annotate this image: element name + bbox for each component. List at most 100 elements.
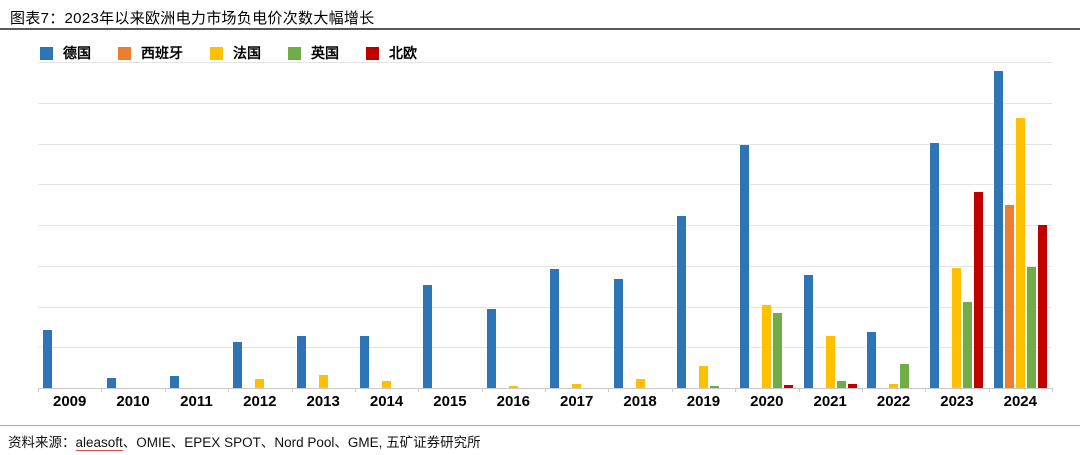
source-divider	[0, 425, 1080, 426]
bar-germany-2014	[360, 335, 370, 388]
bar-germany-2016	[486, 308, 496, 388]
bar-france-2023	[952, 268, 962, 388]
bar-germany-2019	[676, 216, 686, 388]
bar-nordic-2023	[974, 192, 984, 388]
x-axis-tick	[798, 388, 800, 392]
legend-item-spain: 西班牙	[118, 43, 183, 63]
bar-france-2020	[762, 304, 772, 388]
source-prefix: 资料来源：	[8, 435, 76, 450]
legend-swatch-spain	[118, 46, 131, 60]
bar-uk-2019	[709, 386, 719, 388]
figure-title: 图表7：2023年以来欧洲电力市场负电价次数大幅增长	[10, 10, 375, 27]
x-axis-label-2012: 2012	[243, 393, 277, 410]
bar-germany-2012	[233, 342, 243, 388]
chart-legend: 德国 西班牙 法国 英国 北欧	[40, 43, 417, 63]
bar-france-2017	[572, 383, 582, 388]
bar-france-2024	[1015, 118, 1025, 388]
bar-germany-2022	[867, 331, 877, 388]
legend-label-spain: 西班牙	[141, 45, 183, 61]
x-axis-tick	[481, 388, 483, 392]
legend-swatch-germany	[40, 46, 53, 60]
x-axis-tick	[545, 388, 546, 392]
x-axis-label-2015: 2015	[433, 393, 467, 410]
legend-item-nordic: 北欧	[366, 43, 417, 63]
gridline-50	[38, 347, 1052, 349]
legend-item-germany: 德国	[40, 43, 91, 63]
legend-label-france: 法国	[233, 45, 261, 61]
title-divider	[0, 28, 1080, 30]
bar-france-2019	[698, 366, 708, 388]
x-axis-label-2024: 2024	[1003, 393, 1037, 410]
x-axis-tick	[608, 388, 610, 392]
bar-uk-2020	[773, 313, 783, 388]
x-axis-label-2011: 2011	[180, 393, 213, 410]
legend-swatch-france	[210, 46, 223, 60]
bar-uk-2024	[1026, 267, 1036, 388]
bar-nordic-2020	[784, 384, 794, 388]
gridline-400	[38, 62, 1052, 63]
bar-germany-2021	[803, 274, 813, 388]
bar-uk-2022	[900, 363, 910, 388]
bar-germany-2024	[993, 70, 1003, 388]
bar-france-2022	[889, 383, 899, 388]
x-axis-label-2021: 2021	[813, 393, 847, 410]
legend-label-nordic: 北欧	[389, 45, 417, 61]
x-axis-tick	[291, 388, 293, 392]
bar-germany-2018	[613, 278, 623, 388]
legend-label-germany: 德国	[63, 45, 91, 61]
gridline-300	[38, 143, 1052, 145]
x-axis-label-2009: 2009	[53, 393, 87, 410]
x-axis-label-2023: 2023	[940, 393, 974, 410]
bar-germany-2013	[296, 335, 306, 388]
bar-france-2013	[318, 374, 328, 388]
bar-uk-2021	[836, 381, 846, 388]
x-axis-tick	[164, 388, 166, 392]
gridline-150	[38, 265, 1052, 267]
bar-france-2018	[635, 379, 645, 388]
x-axis-tick	[735, 388, 737, 392]
x-axis-label-2016: 2016	[496, 393, 530, 410]
bar-france-2014	[382, 380, 392, 388]
gridline-200	[38, 225, 1052, 226]
bar-germany-2020	[740, 145, 750, 388]
bar-france-2021	[825, 335, 835, 388]
x-axis-label-2020: 2020	[750, 393, 784, 410]
x-axis-label-2014: 2014	[369, 393, 404, 410]
x-axis-tick	[354, 388, 356, 392]
bar-nordic-2021	[847, 383, 857, 388]
gridline-350	[38, 102, 1052, 104]
x-axis-tick	[988, 388, 990, 392]
legend-swatch-nordic	[366, 46, 379, 60]
bar-uk-2023	[963, 301, 973, 388]
bar-chart-plot-area: 2009 2010 2011 2012 2013 2014 2015 2016 2017 2018…	[38, 62, 1053, 410]
x-axis-tick	[1052, 388, 1053, 392]
bar-france-2016	[508, 385, 518, 388]
x-axis-label-2019: 2019	[686, 393, 721, 410]
gridline-100	[38, 306, 1052, 308]
bar-germany-2011	[169, 375, 179, 388]
x-axis-tick	[671, 388, 673, 392]
source-suffix: 、OMIE、EPEX SPOT、Nord Pool、GME, 五矿证券研究所	[122, 435, 481, 450]
x-axis-tick	[101, 388, 103, 392]
x-axis-label-2010: 2010	[116, 393, 150, 410]
x-axis-tick	[861, 388, 863, 392]
bar-nordic-2024	[1037, 225, 1047, 388]
x-axis-label-2013: 2013	[306, 393, 340, 410]
x-axis-tick	[925, 388, 927, 392]
gridline-250	[38, 184, 1052, 186]
legend-swatch-uk	[288, 46, 301, 60]
x-axis-tick	[228, 388, 230, 392]
bar-germany-2023	[930, 142, 940, 388]
x-axis-label-2022: 2022	[876, 393, 911, 410]
bar-germany-2010	[106, 378, 116, 388]
source-line: 资料来源：aleasoft、OMIE、EPEX SPOT、Nord Pool、G…	[8, 431, 481, 451]
bar-germany-2015	[423, 285, 433, 388]
x-axis-label-2018: 2018	[623, 393, 657, 410]
legend-item-uk: 英国	[288, 43, 339, 63]
bar-france-2012	[255, 379, 265, 388]
x-axis-tick	[418, 388, 420, 392]
x-axis-tick	[38, 388, 39, 392]
source-link-aleasoft[interactable]: aleasoft	[75, 435, 123, 451]
bar-spain-2024	[1004, 205, 1014, 388]
bar-germany-2009	[43, 330, 53, 388]
